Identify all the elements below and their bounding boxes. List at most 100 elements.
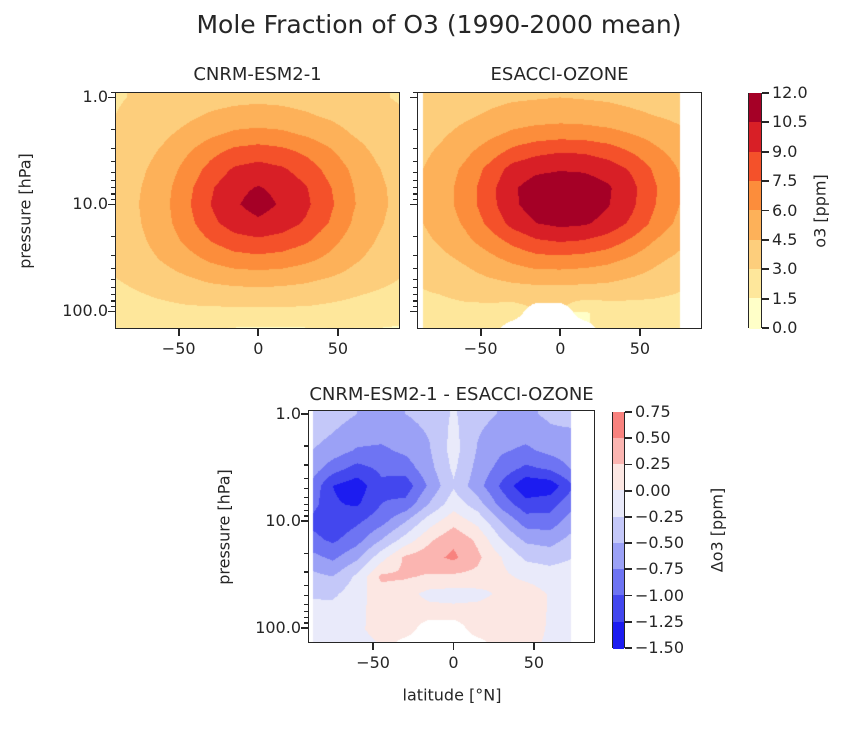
contour-plot-esacci <box>417 92 702 329</box>
colorbar-band <box>749 122 761 153</box>
y-minor-tick <box>413 171 417 173</box>
y-minor-tick <box>111 161 115 163</box>
colorbar-band <box>613 438 624 466</box>
y-minor-tick <box>413 305 417 308</box>
y-minor-tick <box>413 91 417 94</box>
y-minor-tick <box>413 278 417 280</box>
panel-title-cnrm: CNRM-ESM2-1 <box>193 64 322 85</box>
colorbar-band <box>749 298 761 330</box>
y-minor-tick <box>413 287 417 289</box>
y-minor-tick <box>413 180 417 182</box>
x-tick-label: −50 <box>356 653 390 672</box>
y-minor-tick <box>111 254 115 257</box>
colorbar-tick-label: −1.00 <box>635 585 685 605</box>
y-tick-label: 1.0 <box>275 403 301 423</box>
colorbar-band <box>749 210 761 242</box>
panel-title-esacci: ESACCI-OZONE <box>490 64 629 85</box>
colorbar-tick-label: 10.5 <box>772 112 808 132</box>
x-tick <box>337 329 339 336</box>
x-tick-label: −50 <box>161 339 196 358</box>
colorbar-tick-label: 12.0 <box>772 83 808 102</box>
y-minor-tick <box>413 254 417 257</box>
colorbar-tick <box>625 542 632 544</box>
x-tick-label: 0 <box>253 339 264 358</box>
colorbar-tick <box>625 489 632 492</box>
colorbar-tick-label: −0.25 <box>635 506 685 526</box>
x-tick <box>479 329 482 336</box>
colorbar-tick-label: 0.25 <box>635 454 671 474</box>
colorbar-tick <box>762 121 769 124</box>
y-minor-tick <box>304 595 308 597</box>
colorbar-band <box>613 621 624 650</box>
colorbar-tick-label: 0.75 <box>635 402 671 421</box>
y-minor-tick <box>111 268 115 270</box>
y-minor-tick <box>304 584 308 587</box>
colorbar-tick-label: 9.0 <box>772 141 798 161</box>
colorbar-tick <box>625 568 632 571</box>
colorbar-band <box>613 595 624 623</box>
colorbar-o3 <box>748 92 762 330</box>
colorbar-tick <box>762 180 769 183</box>
y-minor-tick <box>111 294 115 296</box>
x-tick <box>452 643 455 650</box>
colorbar-tick-label: 4.5 <box>772 229 798 249</box>
x-tick-label: −50 <box>463 339 498 358</box>
colorbar-tick <box>762 297 769 300</box>
y-tick <box>108 203 115 206</box>
x-tick-label: 50 <box>523 653 545 672</box>
x-tick-label: 50 <box>327 339 349 358</box>
y-minor-tick <box>413 128 417 131</box>
colorbar-band <box>749 151 761 183</box>
x-tick <box>639 329 641 336</box>
y-minor-tick <box>111 193 115 195</box>
x-tick-label: 0 <box>448 653 459 672</box>
colorbar-tick <box>625 620 632 623</box>
y-minor-tick <box>304 445 308 447</box>
colorbar-tick-label: −1.50 <box>635 638 685 657</box>
y-tick <box>410 96 417 99</box>
y-tick-label: 1.0 <box>82 87 108 107</box>
y-minor-tick <box>111 147 115 150</box>
colorbar-tick-label: 0.00 <box>635 480 671 500</box>
y-tick-label: 100.0 <box>255 618 301 638</box>
y-minor-tick <box>304 603 308 605</box>
colorbar-tick-label: −1.25 <box>635 611 685 631</box>
y-minor-tick <box>413 193 417 195</box>
colorbar-band <box>613 411 624 440</box>
colorbar-band <box>749 180 761 212</box>
x-tick <box>257 329 260 336</box>
figure-title: Mole Fraction of O3 (1990-2000 mean) <box>196 10 682 39</box>
y-minor-tick <box>111 235 115 238</box>
colorbar-band <box>613 569 624 597</box>
y-tick <box>301 520 308 522</box>
y-minor-tick <box>413 198 417 201</box>
y-minor-tick <box>413 161 417 163</box>
y-minor-tick <box>111 300 115 302</box>
colorbar-tick <box>625 594 632 597</box>
y-tick <box>301 412 308 415</box>
y-minor-tick <box>111 198 115 201</box>
colorbar-label-o3: o3 [ppm] <box>810 174 830 248</box>
y-tick <box>108 96 115 99</box>
y-minor-tick <box>304 496 308 498</box>
x-tick <box>533 643 535 650</box>
y-minor-tick <box>304 464 308 466</box>
x-tick <box>372 643 374 650</box>
x-axis-label: latitude [°N] <box>402 685 502 705</box>
x-tick <box>559 329 562 336</box>
colorbar-tick <box>762 209 769 212</box>
colorbar-tick <box>625 647 632 649</box>
colorbar-tick-label: 1.5 <box>772 288 798 308</box>
contour-plot-cnrm <box>115 92 400 329</box>
colorbar-tick <box>762 238 769 241</box>
colorbar-band <box>613 490 624 519</box>
colorbar-tick-label: 6.0 <box>772 200 798 220</box>
y-minor-tick <box>413 187 417 189</box>
x-tick-label: 0 <box>555 339 566 358</box>
y-minor-tick <box>413 268 417 270</box>
y-minor-tick <box>413 235 417 238</box>
y-minor-tick <box>304 503 308 505</box>
colorbar-tick <box>625 437 632 440</box>
y-minor-tick <box>304 571 308 573</box>
